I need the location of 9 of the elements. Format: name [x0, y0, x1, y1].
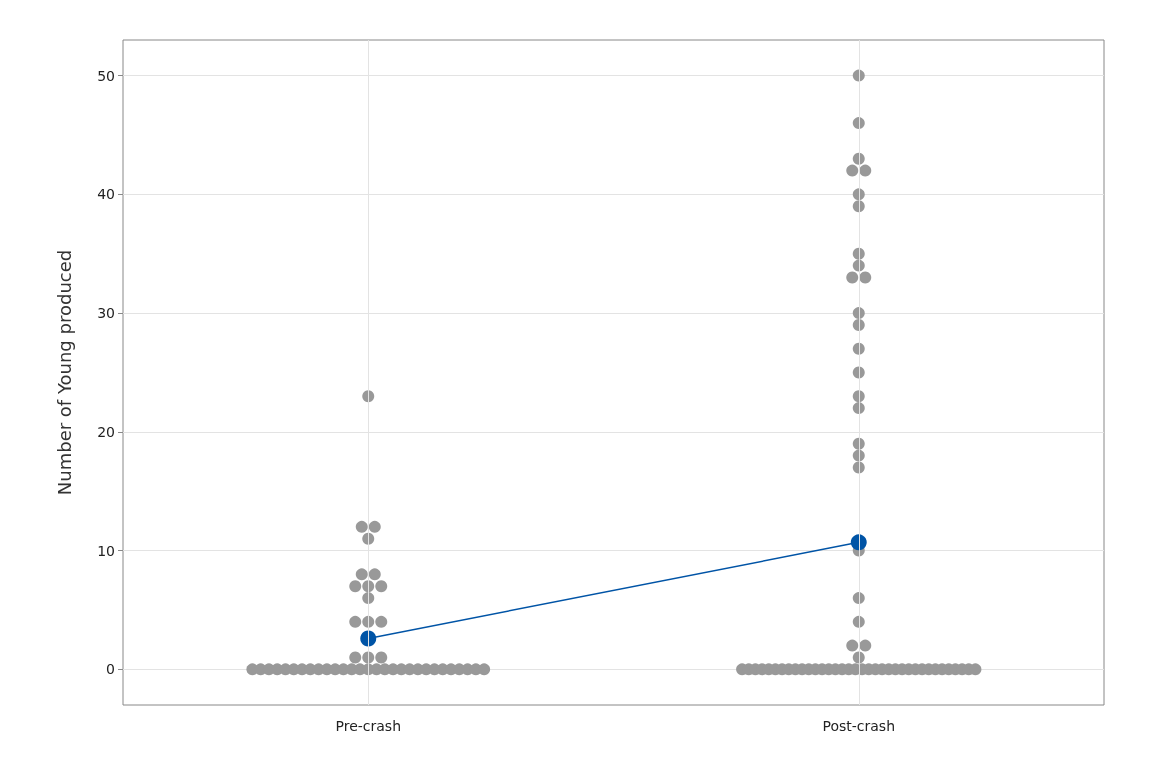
x-tick-label: Post-crash — [822, 718, 896, 734]
x-tick-label: Pre-crash — [335, 718, 402, 734]
y-tick-label: 30 — [97, 305, 115, 322]
y-tick-label: 20 — [97, 423, 115, 440]
y-tick-label: 10 — [97, 542, 115, 559]
y-axis-title: Number of Young produced — [53, 249, 75, 496]
y-tick-label: 0 — [106, 661, 115, 678]
y-tick-label: 40 — [97, 186, 115, 203]
y-tick-label: 50 — [97, 67, 115, 84]
